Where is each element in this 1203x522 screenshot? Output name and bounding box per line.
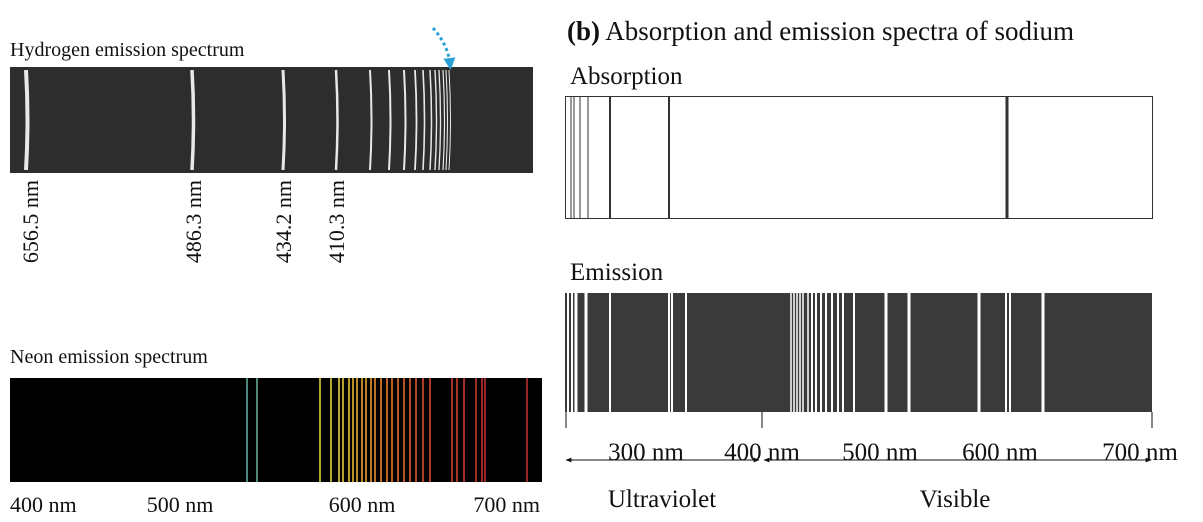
- title-text: Absorption and emission spectra of sodiu…: [605, 16, 1074, 46]
- axis-label: 500 nm: [842, 439, 918, 466]
- neon-spectrum: [10, 378, 542, 482]
- panel-title: (b) Absorption and emission spectra of s…: [567, 16, 1074, 46]
- line-label: 486.3 nm: [181, 180, 206, 263]
- panel-label: (b): [567, 16, 600, 46]
- axis-label: 500 nm: [147, 492, 214, 517]
- axis-label: 600 nm: [962, 439, 1038, 466]
- emission-label: Emission: [570, 259, 664, 286]
- absorption-label: Absorption: [570, 63, 683, 90]
- axis-label: 400 nm: [724, 439, 800, 466]
- line-label: 656.5 nm: [18, 180, 43, 263]
- emission-spectrum: [565, 293, 1152, 412]
- arrow: [433, 28, 450, 64]
- spectral-line: [26, 70, 28, 170]
- axis-label: 300 nm: [608, 439, 684, 466]
- line-label: 410.3 nm: [324, 180, 349, 263]
- hydrogen-title: Hydrogen emission spectrum: [10, 39, 245, 61]
- axis-label: 700 nm: [473, 492, 540, 517]
- region-label: Visible: [920, 486, 991, 513]
- spectral-line: [192, 70, 194, 170]
- axis-label: 700 nm: [1102, 439, 1178, 466]
- region-label: Ultraviolet: [608, 486, 716, 513]
- hydrogen-spectrum: [10, 67, 533, 173]
- line-label: 434.2 nm: [271, 180, 296, 263]
- absorption-spectrum: [566, 97, 1153, 219]
- neon-title: Neon emission spectrum: [10, 346, 208, 368]
- figure: Hydrogen emission spectrum 656.5 nm 486.3…: [0, 0, 1203, 522]
- axis-label: 400 nm: [10, 492, 77, 517]
- spectral-line: [283, 70, 285, 170]
- axis-label: 600 nm: [329, 492, 396, 517]
